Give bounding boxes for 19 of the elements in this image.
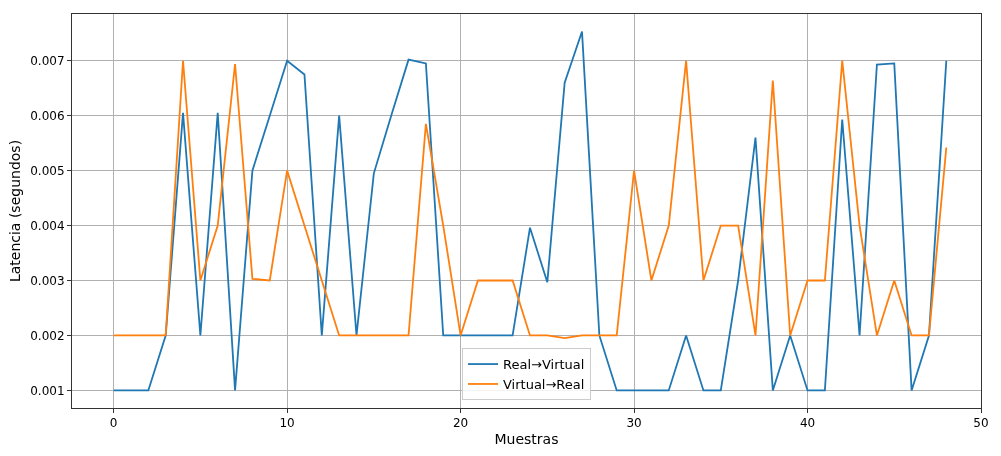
legend-label: Virtual→Real bbox=[503, 377, 585, 393]
y-tick-label: 0.006 bbox=[30, 108, 65, 123]
legend-label: Real→Virtual bbox=[503, 357, 585, 373]
x-axis-title: Muestras bbox=[494, 430, 559, 447]
y-tick-label: 0.004 bbox=[30, 218, 65, 233]
x-tick-label: 10 bbox=[279, 416, 295, 431]
x-tick-label: 20 bbox=[452, 416, 469, 431]
line-series bbox=[112, 59, 948, 340]
x-tick-label: 0 bbox=[109, 416, 118, 431]
x-tick-label: 30 bbox=[626, 416, 642, 431]
y-tick-label: 0.003 bbox=[30, 273, 65, 288]
line-series bbox=[112, 30, 948, 392]
y-tick-label: 0.002 bbox=[30, 328, 65, 343]
x-tick-label: 50 bbox=[973, 416, 989, 431]
y-axis-title: Latencia (segundos) bbox=[6, 139, 23, 283]
y-tick-label: 0.007 bbox=[30, 53, 65, 68]
y-tick-label: 0.001 bbox=[30, 383, 65, 398]
y-tick-label: 0.005 bbox=[30, 163, 65, 178]
x-tick-label: 40 bbox=[799, 416, 816, 431]
